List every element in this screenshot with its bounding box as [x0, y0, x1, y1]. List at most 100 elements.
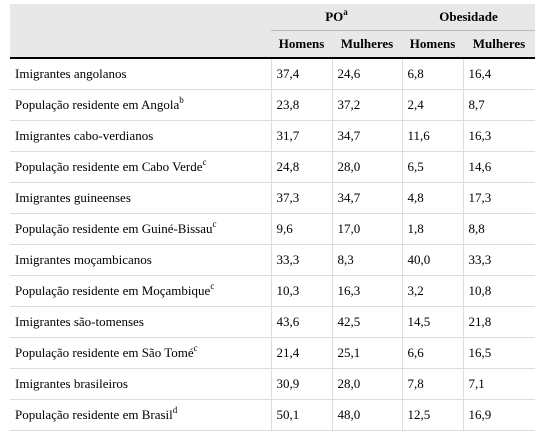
row-label-cell: Imigrantes cabo-verdianos	[10, 120, 271, 152]
group-header-row: POa Obesidade	[10, 4, 536, 31]
value-cell: 24,6	[331, 58, 402, 90]
value-cell: 17,0	[331, 213, 402, 245]
table-body: Imigrantes angolanos 37,4 24,6 6,8 16,4 Popul…	[10, 58, 536, 431]
table-row: Imigrantes moçambicanos 33,3 8,3 40,0 33,3	[10, 244, 536, 276]
header-cell	[10, 30, 271, 59]
value-cell: 10,8	[462, 275, 536, 307]
row-label-cell: Imigrantes brasileiros	[10, 368, 271, 400]
row-label: Imigrantes moçambicanos	[15, 252, 152, 267]
value-cell: 50,1	[270, 399, 332, 431]
table-row: Imigrantes cabo-verdianos 31,7 34,7 11,6 16,…	[10, 120, 536, 152]
value-cell: 8,3	[331, 244, 402, 276]
row-label-cell: População residente em Guiné-Bissauc	[10, 213, 271, 245]
table-row: População residente em São Toméc 21,4 25,1…	[10, 337, 536, 369]
value-cell: 48,0	[331, 399, 402, 431]
value-cell: 16,3	[462, 120, 536, 152]
column-header: Homens	[402, 30, 463, 59]
value-cell: 31,7	[270, 120, 332, 152]
row-label-cell: Imigrantes moçambicanos	[10, 244, 271, 276]
table-row: População residente em Cabo Verdec 24,8 28…	[10, 151, 536, 183]
row-label: População residente em Cabo Verde	[15, 159, 203, 174]
value-cell: 28,0	[331, 151, 402, 183]
value-cell: 33,3	[270, 244, 332, 276]
value-cell: 7,1	[462, 368, 536, 400]
row-label: População residente em São Tomé	[15, 345, 194, 360]
value-cell: 34,7	[331, 182, 402, 214]
value-cell: 8,8	[462, 213, 536, 245]
group-header: POa	[271, 4, 402, 31]
table-row: População residente em Brasild 50,1 48,0 12…	[10, 399, 536, 431]
group-header: Obesidade	[402, 4, 536, 31]
footnote-mark: b	[179, 95, 184, 105]
value-cell: 42,5	[331, 306, 402, 338]
value-cell: 14,6	[462, 151, 536, 183]
value-cell: 4,8	[401, 182, 463, 214]
table-row: Imigrantes angolanos 37,4 24,6 6,8 16,4	[10, 58, 536, 90]
row-label-cell: Imigrantes guineenses	[10, 182, 271, 214]
value-cell: 28,0	[331, 368, 402, 400]
row-label: Imigrantes cabo-verdianos	[15, 128, 154, 143]
row-label-cell: População residente em Cabo Verdec	[10, 151, 271, 183]
table-row: Imigrantes guineenses 37,3 34,7 4,8 17,3	[10, 182, 536, 214]
row-label: População residente em Moçambique	[15, 283, 211, 298]
value-cell: 40,0	[401, 244, 463, 276]
value-cell: 1,8	[401, 213, 463, 245]
table-row: Imigrantes são-tomenses 43,6 42,5 14,5 21,8	[10, 306, 536, 338]
row-label: População residente em Brasil	[15, 407, 173, 422]
value-cell: 37,4	[270, 58, 332, 90]
footnote-mark: a	[343, 7, 348, 17]
value-cell: 34,7	[331, 120, 402, 152]
value-cell: 6,5	[401, 151, 463, 183]
footnote-mark: c	[212, 219, 217, 229]
table-row: Imigrantes brasileiros 30,9 28,0 7,8 7,1	[10, 368, 536, 400]
row-label: População residente em Guiné-Bissau	[15, 221, 213, 236]
table-row: População residente em Guiné-Bissauc 9,6 1…	[10, 213, 536, 245]
value-cell: 30,9	[270, 368, 332, 400]
value-cell: 6,8	[401, 58, 463, 90]
value-cell: 21,4	[270, 337, 332, 369]
footnote-mark: d	[172, 405, 178, 415]
value-cell: 25,1	[331, 337, 402, 369]
value-cell: 6,6	[401, 337, 463, 369]
value-cell: 16,9	[462, 399, 536, 431]
row-label: Imigrantes angolanos	[15, 66, 127, 81]
value-cell: 37,3	[270, 182, 332, 214]
header-cell	[10, 4, 271, 31]
value-cell: 11,6	[401, 120, 463, 152]
group-label: PO	[325, 9, 344, 24]
value-cell: 16,3	[331, 275, 402, 307]
value-cell: 3,2	[401, 275, 463, 307]
footnote-mark: c	[210, 281, 215, 291]
column-header: Mulheres	[463, 30, 536, 59]
value-cell: 12,5	[401, 399, 463, 431]
value-cell: 21,8	[462, 306, 536, 338]
row-label: Imigrantes são-tomenses	[15, 314, 144, 329]
column-header-row: Homens Mulheres Homens Mulheres	[10, 30, 536, 59]
column-header: Homens	[271, 30, 332, 59]
value-cell: 37,2	[331, 89, 402, 121]
row-label-cell: Imigrantes angolanos	[10, 58, 271, 90]
group-label: Obesidade	[439, 9, 498, 24]
footnote-mark: c	[202, 157, 207, 167]
row-label-cell: População residente em São Toméc	[10, 337, 271, 369]
value-cell: 16,4	[462, 58, 536, 90]
row-label: Imigrantes guineenses	[15, 190, 131, 205]
column-header: Mulheres	[332, 30, 402, 59]
value-cell: 8,7	[462, 89, 536, 121]
data-table: POa Obesidade Homens Mulheres Homens Mulhere…	[10, 4, 536, 431]
row-label-cell: População residente em Brasild	[10, 399, 271, 431]
row-label-cell: Imigrantes são-tomenses	[10, 306, 271, 338]
footnote-mark: c	[193, 343, 198, 353]
value-cell: 43,6	[270, 306, 332, 338]
value-cell: 24,8	[270, 151, 332, 183]
table-row: População residente em Moçambiquec 10,3 16…	[10, 275, 536, 307]
value-cell: 2,4	[401, 89, 463, 121]
value-cell: 10,3	[270, 275, 332, 307]
row-label-cell: População residente em Moçambiquec	[10, 275, 271, 307]
value-cell: 33,3	[462, 244, 536, 276]
row-label-cell: População residente em Angolab	[10, 89, 271, 121]
value-cell: 17,3	[462, 182, 536, 214]
value-cell: 16,5	[462, 337, 536, 369]
row-label: População residente em Angola	[15, 97, 180, 112]
